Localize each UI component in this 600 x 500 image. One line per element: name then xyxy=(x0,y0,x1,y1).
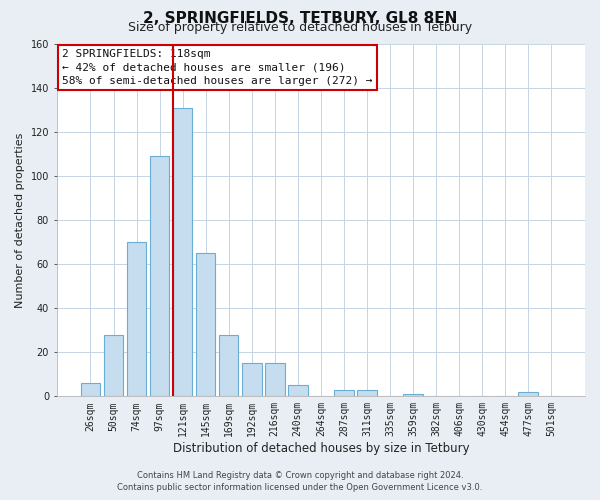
Bar xyxy=(104,334,124,396)
X-axis label: Distribution of detached houses by size in Tetbury: Distribution of detached houses by size … xyxy=(173,442,469,455)
Bar xyxy=(242,364,262,396)
Text: 2 SPRINGFIELDS: 118sqm
← 42% of detached houses are smaller (196)
58% of semi-de: 2 SPRINGFIELDS: 118sqm ← 42% of detached… xyxy=(62,50,373,86)
Y-axis label: Number of detached properties: Number of detached properties xyxy=(15,132,25,308)
Bar xyxy=(518,392,538,396)
Text: Size of property relative to detached houses in Tetbury: Size of property relative to detached ho… xyxy=(128,22,472,35)
Bar xyxy=(173,108,193,397)
Bar xyxy=(357,390,377,396)
Bar xyxy=(403,394,423,396)
Bar xyxy=(219,334,238,396)
Bar xyxy=(334,390,353,396)
Bar xyxy=(127,242,146,396)
Bar xyxy=(196,253,215,396)
Text: 2, SPRINGFIELDS, TETBURY, GL8 8EN: 2, SPRINGFIELDS, TETBURY, GL8 8EN xyxy=(143,11,457,26)
Text: Contains HM Land Registry data © Crown copyright and database right 2024.
Contai: Contains HM Land Registry data © Crown c… xyxy=(118,471,482,492)
Bar xyxy=(150,156,169,396)
Bar xyxy=(81,383,100,396)
Bar xyxy=(265,364,284,396)
Bar xyxy=(288,386,308,396)
